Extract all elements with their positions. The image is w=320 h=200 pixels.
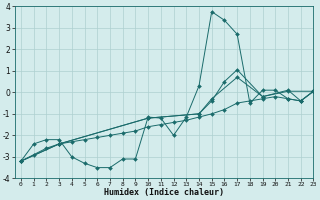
X-axis label: Humidex (Indice chaleur): Humidex (Indice chaleur) [104, 188, 224, 197]
